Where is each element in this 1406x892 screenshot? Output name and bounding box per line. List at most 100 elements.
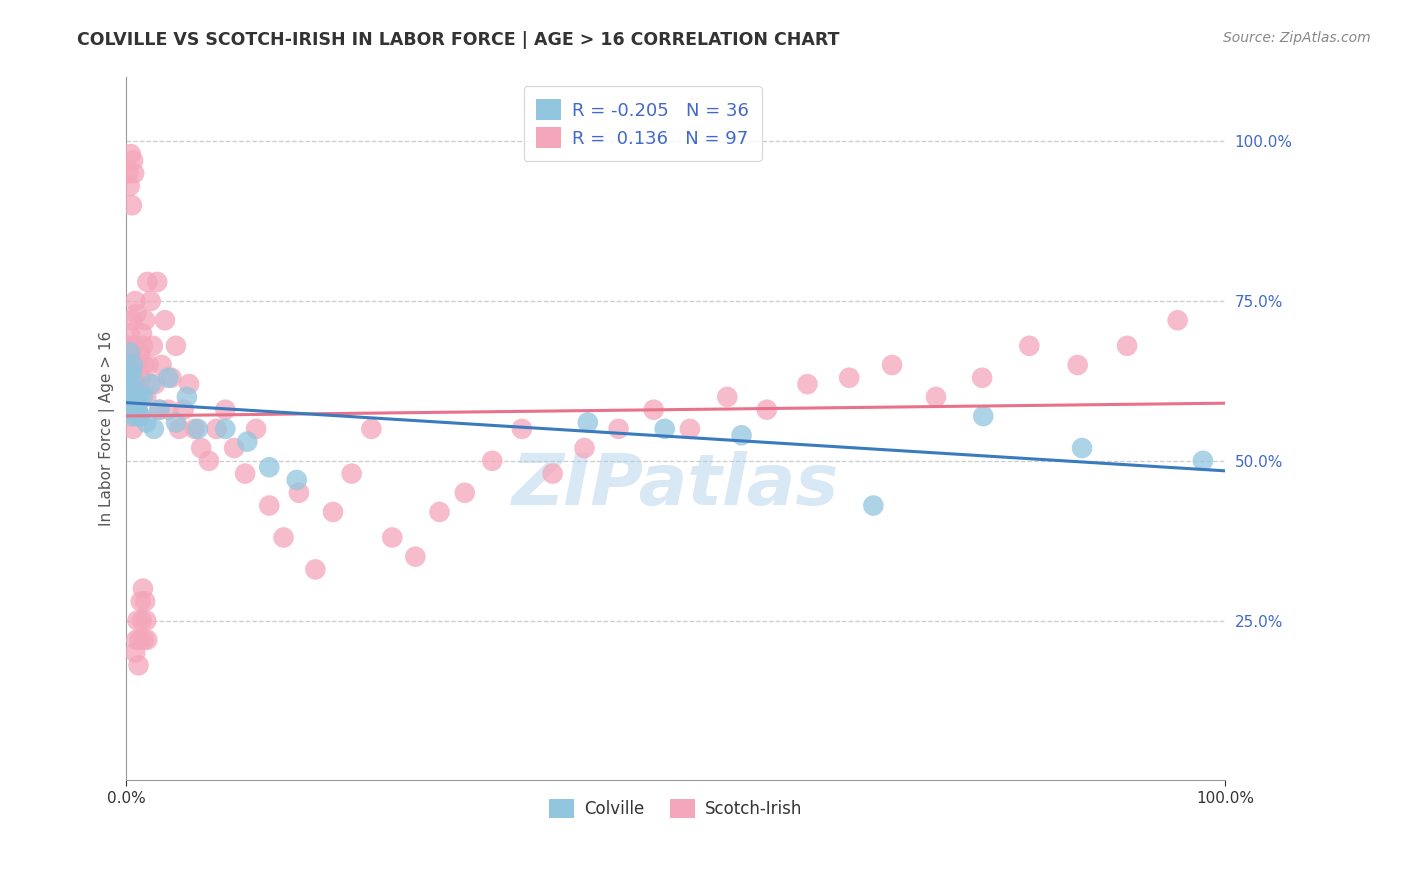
Point <box>259 499 281 513</box>
Point <box>120 364 142 378</box>
Point <box>755 402 778 417</box>
Point <box>214 422 236 436</box>
Point <box>880 358 903 372</box>
Point <box>322 505 344 519</box>
Point <box>135 416 157 430</box>
Point <box>124 646 146 660</box>
Point <box>128 345 150 359</box>
Point <box>121 313 143 327</box>
Point <box>245 422 267 436</box>
Point <box>404 549 426 564</box>
Point <box>118 326 141 340</box>
Point <box>118 390 141 404</box>
Point <box>118 345 141 359</box>
Point <box>128 377 150 392</box>
Point <box>429 505 451 519</box>
Point <box>124 294 146 309</box>
Point <box>122 390 145 404</box>
Point <box>142 422 165 436</box>
Point <box>183 422 205 436</box>
Point <box>118 179 141 194</box>
Point <box>132 632 155 647</box>
Point <box>120 402 142 417</box>
Point <box>679 422 702 436</box>
Point <box>148 402 170 417</box>
Point <box>125 632 148 647</box>
Point <box>125 307 148 321</box>
Point <box>124 396 146 410</box>
Point <box>150 358 173 372</box>
Point <box>117 370 139 384</box>
Point <box>862 499 884 513</box>
Point <box>135 390 157 404</box>
Point <box>122 384 145 398</box>
Point <box>1116 339 1139 353</box>
Point <box>142 339 165 353</box>
Point <box>132 390 155 404</box>
Point <box>607 422 630 436</box>
Point <box>153 313 176 327</box>
Point <box>129 409 152 423</box>
Point <box>972 409 994 423</box>
Point <box>541 467 564 481</box>
Point <box>131 326 153 340</box>
Point <box>288 485 311 500</box>
Point <box>576 416 599 430</box>
Point <box>138 358 160 372</box>
Point <box>122 339 145 353</box>
Point <box>285 473 308 487</box>
Point <box>165 416 187 430</box>
Point <box>157 402 180 417</box>
Text: ZIPatlas: ZIPatlas <box>512 450 839 520</box>
Point <box>122 370 145 384</box>
Point <box>176 390 198 404</box>
Point <box>972 370 994 384</box>
Point <box>121 358 143 372</box>
Point <box>224 441 246 455</box>
Point <box>148 402 170 417</box>
Point <box>134 313 156 327</box>
Point <box>128 632 150 647</box>
Point <box>118 370 141 384</box>
Point <box>127 402 149 417</box>
Point <box>122 166 145 180</box>
Point <box>129 370 152 384</box>
Point <box>1071 441 1094 455</box>
Point <box>134 594 156 608</box>
Point <box>716 390 738 404</box>
Point <box>127 402 149 417</box>
Point <box>214 402 236 417</box>
Point <box>120 402 142 417</box>
Point <box>124 409 146 423</box>
Text: COLVILLE VS SCOTCH-IRISH IN LABOR FORCE | AGE > 16 CORRELATION CHART: COLVILLE VS SCOTCH-IRISH IN LABOR FORCE … <box>77 31 839 49</box>
Point <box>125 377 148 392</box>
Point <box>136 275 159 289</box>
Point <box>118 377 141 392</box>
Point <box>131 614 153 628</box>
Point <box>121 198 143 212</box>
Point <box>132 358 155 372</box>
Point <box>143 377 166 392</box>
Point <box>454 485 477 500</box>
Point <box>120 147 142 161</box>
Point <box>129 594 152 608</box>
Point <box>510 422 533 436</box>
Point <box>259 460 281 475</box>
Legend: Colville, Scotch-Irish: Colville, Scotch-Irish <box>543 792 808 825</box>
Point <box>136 632 159 647</box>
Point <box>122 422 145 436</box>
Point <box>643 402 665 417</box>
Point <box>135 614 157 628</box>
Point <box>1066 358 1088 372</box>
Point <box>481 454 503 468</box>
Point <box>121 370 143 384</box>
Point <box>304 562 326 576</box>
Point <box>139 377 162 392</box>
Point <box>165 339 187 353</box>
Point <box>381 531 404 545</box>
Point <box>360 422 382 436</box>
Point <box>128 658 150 673</box>
Point <box>1167 313 1189 327</box>
Point <box>122 358 145 372</box>
Text: Source: ZipAtlas.com: Source: ZipAtlas.com <box>1223 31 1371 45</box>
